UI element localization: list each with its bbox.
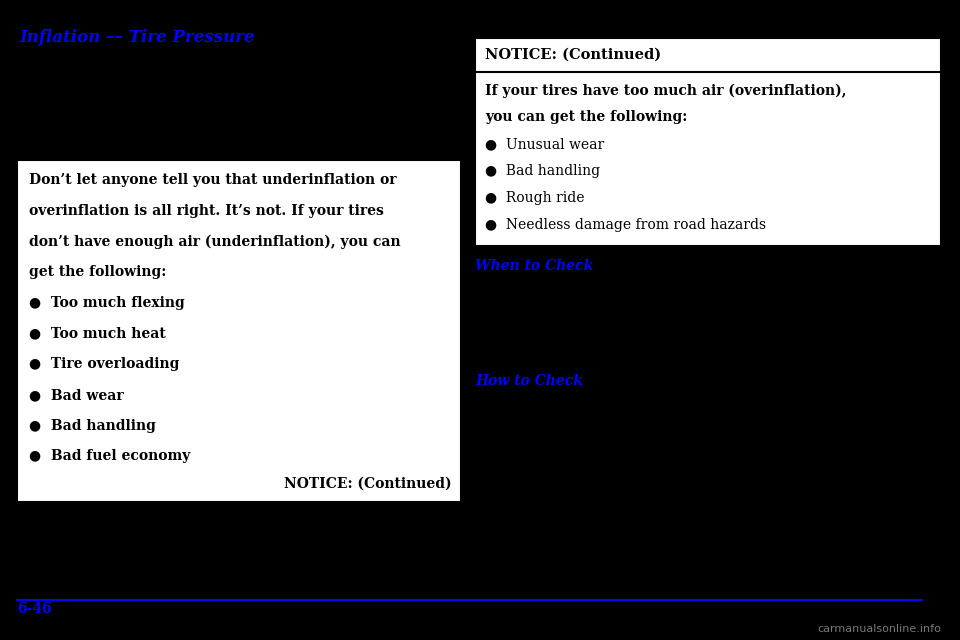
Text: If your tires have too much air (overinflation),: If your tires have too much air (overinf… [485, 83, 847, 97]
Bar [475, 38, 941, 246]
Text: ●  Bad handling: ● Bad handling [485, 164, 600, 178]
Text: don’t have enough air (underinflation), you can: don’t have enough air (underinflation), … [29, 234, 400, 248]
Text: Inflation –– Tire Pressure: Inflation –– Tire Pressure [19, 29, 254, 46]
Text: overinflation is all right. It’s not. If your tires: overinflation is all right. It’s not. If… [29, 204, 384, 218]
Text: ●  Unusual wear: ● Unusual wear [485, 137, 604, 151]
Text: NOTICE: (Continued): NOTICE: (Continued) [485, 48, 660, 62]
Text: ●  Too much flexing: ● Too much flexing [29, 296, 184, 310]
Text: ●  Rough ride: ● Rough ride [485, 191, 585, 205]
Text: ●  Bad wear: ● Bad wear [29, 388, 124, 402]
Text: ●  Bad handling: ● Bad handling [29, 419, 156, 433]
Text: Don’t let anyone tell you that underinflation or: Don’t let anyone tell you that underinfl… [29, 173, 396, 187]
Text: 6-46: 6-46 [17, 602, 52, 616]
Text: How to Check: How to Check [475, 374, 583, 388]
Text: ●  Tire overloading: ● Tire overloading [29, 357, 180, 371]
Bar [17, 160, 461, 502]
Text: get the following:: get the following: [29, 265, 166, 279]
Text: When to Check: When to Check [475, 259, 593, 273]
Text: ●  Needless damage from road hazards: ● Needless damage from road hazards [485, 218, 766, 232]
Text: you can get the following:: you can get the following: [485, 110, 687, 124]
Text: ●  Too much heat: ● Too much heat [29, 326, 165, 340]
Text: NOTICE: (Continued): NOTICE: (Continued) [283, 477, 451, 491]
Text: carmanualsonline.info: carmanualsonline.info [817, 623, 941, 634]
Text: ●  Bad fuel economy: ● Bad fuel economy [29, 449, 190, 463]
